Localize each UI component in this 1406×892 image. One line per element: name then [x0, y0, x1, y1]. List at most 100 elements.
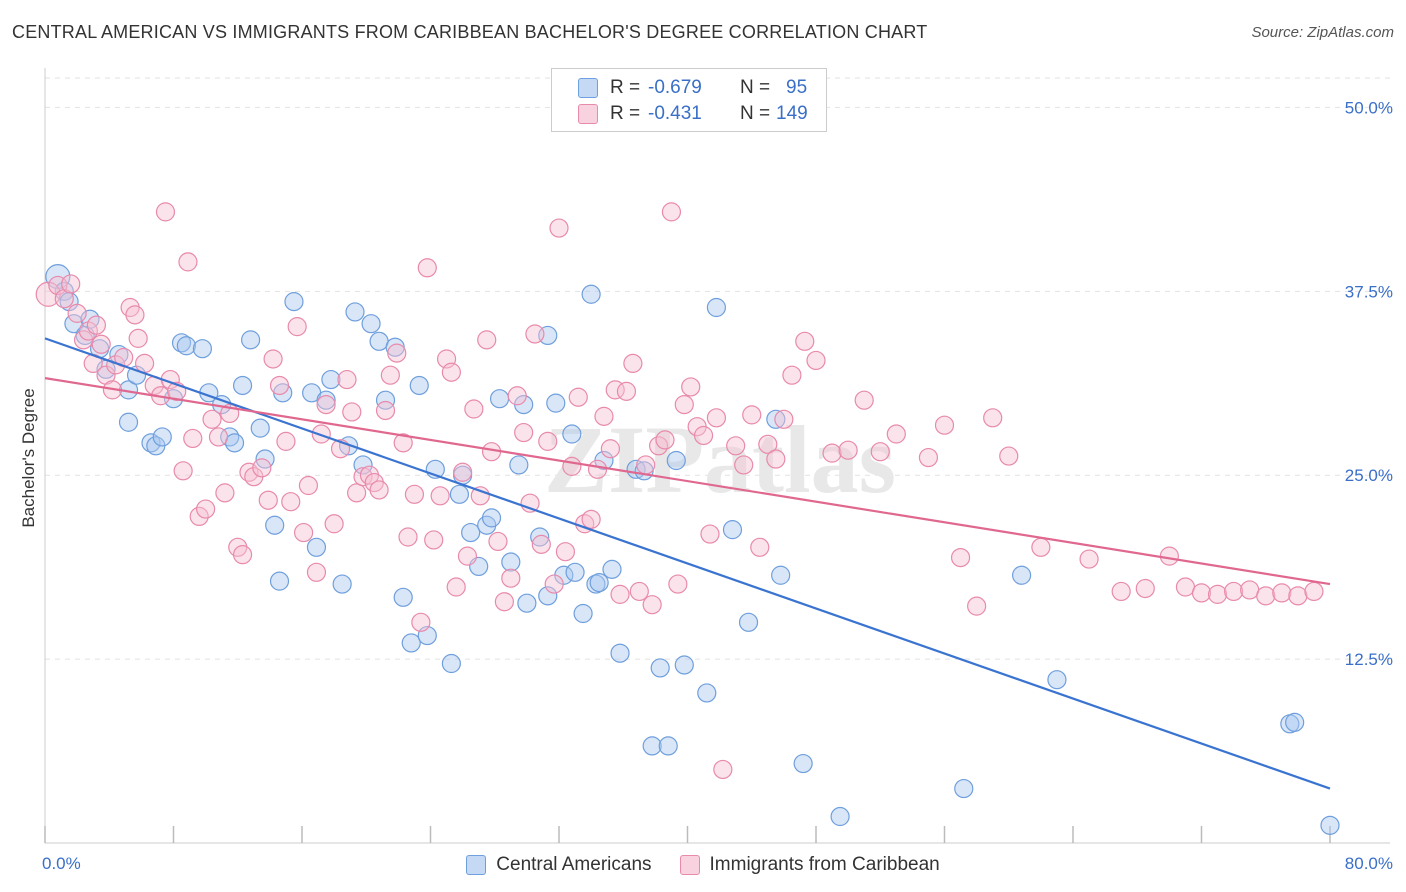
- central-american-point: [565, 562, 585, 582]
- legend-item-central-americans[interactable]: Central Americans: [466, 854, 652, 876]
- central-american-point: [224, 433, 245, 453]
- central-american-point: [602, 559, 622, 579]
- caribbean-trendline: [44, 377, 1331, 586]
- caribbean-point: [417, 258, 437, 278]
- central-american-point: [706, 297, 727, 318]
- caribbean-point: [353, 467, 373, 487]
- caribbean-point: [681, 377, 701, 397]
- caribbean-point: [700, 524, 720, 544]
- caribbean-point: [1272, 583, 1292, 603]
- central-american-point: [793, 753, 813, 774]
- caribbean-point: [208, 427, 229, 447]
- caribbean-point: [342, 402, 362, 422]
- caribbean-point: [549, 218, 569, 238]
- caribbean-point: [106, 355, 126, 375]
- r-value: -0.679: [648, 77, 702, 98]
- central-american-point: [192, 339, 213, 359]
- caribbean-point: [674, 394, 694, 415]
- central-american-point: [1011, 565, 1032, 585]
- central-american-point: [393, 587, 413, 607]
- y-axis-label: Bachelor's Degree: [19, 388, 38, 527]
- central-american-point: [610, 643, 630, 663]
- caribbean-point: [750, 537, 770, 557]
- legend-item-caribbean[interactable]: Immigrants from Caribbean: [679, 854, 940, 876]
- caribbean-point: [999, 446, 1019, 466]
- caribbean-point: [610, 584, 630, 604]
- central-american-point: [316, 390, 336, 410]
- legend-swatch-blue: [578, 78, 598, 98]
- central-american-point: [573, 603, 593, 624]
- caribbean-point: [424, 530, 444, 550]
- central-american-point: [306, 537, 327, 557]
- central-american-point: [449, 484, 470, 504]
- caribbean-point: [568, 387, 588, 407]
- central-american-point: [954, 778, 974, 799]
- caribbean-point: [967, 596, 987, 616]
- y-tick-label: 12.5%: [1345, 650, 1393, 669]
- label-layer: 12.5% 25.0% 37.5% 50.0% 0.0% 80.0% Bachelor's …: [19, 98, 1393, 873]
- caribbean-point: [774, 409, 794, 429]
- grid-layer: [45, 77, 1390, 660]
- caribbean-point: [453, 462, 473, 482]
- central-american-point: [265, 515, 285, 535]
- central-american-point: [361, 314, 381, 334]
- caribbean-point: [655, 430, 675, 450]
- central-american-point: [697, 683, 717, 703]
- x-tick-label: 80.0%: [1345, 854, 1393, 873]
- central-american-point: [1047, 670, 1067, 690]
- caribbean-point: [918, 447, 939, 468]
- central-american-point: [738, 612, 759, 632]
- caribbean-point: [1135, 578, 1155, 599]
- y-tick-label: 25.0%: [1345, 466, 1393, 485]
- caribbean-point: [173, 461, 193, 481]
- central-american-point: [517, 593, 537, 613]
- caribbean-point: [538, 431, 558, 451]
- caribbean-point: [766, 449, 786, 469]
- central-american-point: [538, 586, 558, 606]
- caribbean-point: [369, 480, 389, 500]
- caribbean-point: [1159, 546, 1179, 566]
- caribbean-point: [1079, 549, 1099, 569]
- caribbean-point: [446, 577, 466, 597]
- central-american-point: [530, 527, 550, 547]
- caribbean-point: [252, 458, 272, 478]
- caribbean-point: [387, 343, 407, 363]
- caribbean-point: [1191, 583, 1212, 603]
- caribbean-point: [430, 486, 450, 506]
- central-american-point: [501, 552, 521, 572]
- central-american-point: [489, 389, 510, 409]
- caribbean-point: [263, 349, 283, 369]
- caribbean-point: [393, 433, 413, 453]
- caribbean-point: [1031, 537, 1051, 557]
- caribbean-point: [1288, 586, 1308, 606]
- caribbean-point: [838, 440, 858, 460]
- caribbean-point: [1256, 586, 1276, 606]
- caribbean-point: [514, 422, 534, 443]
- caribbean-point: [215, 483, 235, 503]
- caribbean-point: [457, 546, 478, 566]
- legend-row-caribbean: R = -0.431 N = 149: [578, 101, 808, 127]
- central-american-point: [589, 573, 609, 593]
- caribbean-point: [854, 390, 874, 410]
- caribbean-point: [398, 527, 418, 547]
- central-american-point: [284, 292, 304, 312]
- legend-swatch-blue: [466, 855, 487, 875]
- central-american-point: [118, 412, 139, 432]
- caribbean-point: [281, 492, 301, 512]
- caribbean-point: [316, 394, 336, 415]
- chart-title: CENTRAL AMERICAN VS IMMIGRANTS FROM CARI…: [12, 22, 928, 42]
- caribbean-point: [713, 759, 733, 780]
- caribbean-point: [61, 274, 81, 294]
- caribbean-point: [73, 330, 94, 350]
- caribbean-point: [758, 434, 778, 454]
- caribbean-point: [1207, 584, 1228, 604]
- central-american-point: [375, 390, 396, 410]
- caribbean-point: [189, 506, 209, 527]
- caribbean-point: [594, 406, 614, 426]
- source-label: Source: ZipAtlas.com: [1251, 24, 1394, 41]
- central-american-point: [401, 633, 421, 653]
- x-tick-label: 0.0%: [42, 854, 81, 873]
- caribbean-point: [726, 436, 746, 456]
- central-american-point: [409, 375, 429, 396]
